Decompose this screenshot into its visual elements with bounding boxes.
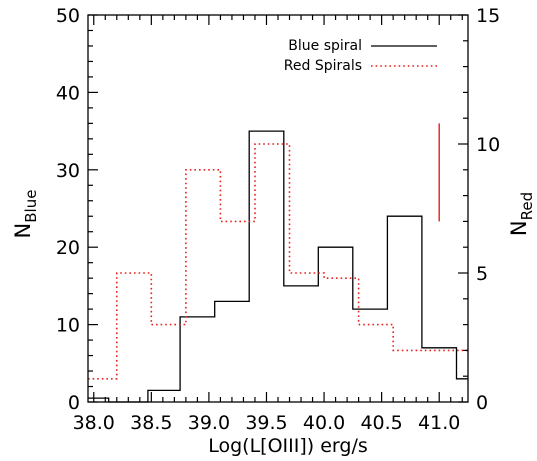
y-left-tick-label: 0 <box>68 392 80 414</box>
legend-label-red-spirals: Red Spirals <box>284 58 362 74</box>
y-left-tick-label: 10 <box>56 315 80 337</box>
x-axis-label: Log(L[OIII]) erg/s <box>208 435 368 457</box>
plot-frame <box>87 14 469 403</box>
right-y-label-sub: Red <box>518 192 536 221</box>
red-spirals-series <box>88 143 468 380</box>
x-tick-label: 38.5 <box>130 412 172 434</box>
x-tick-label: 39.0 <box>188 412 230 434</box>
axis-ticks <box>88 14 468 403</box>
blue-spiral-series <box>88 130 468 403</box>
y-right-tick-label: 0 <box>476 392 488 414</box>
x-tick-label: 39.5 <box>245 412 287 434</box>
y-right-tick-label: 15 <box>476 5 500 27</box>
right-y-axis-label: NRed <box>507 192 536 236</box>
x-tick-label: 40.0 <box>303 412 345 434</box>
x-tick-label: 41.0 <box>418 412 460 434</box>
y-left-tick-label: 40 <box>56 82 80 104</box>
y-left-tick-label: 30 <box>56 160 80 182</box>
axis-tick-labels: 38.0 38.5 39.0 39.5 40.0 40.5 41.0 0 10 20 30 40 50 0… <box>56 5 500 434</box>
left-y-label-sub: Blue <box>22 190 40 223</box>
y-left-tick-label: 20 <box>56 237 80 259</box>
svg-text:NRed: NRed <box>507 192 536 236</box>
plot-area <box>88 123 468 403</box>
left-y-label-base: N <box>11 223 35 239</box>
svg-text:NBlue: NBlue <box>11 190 40 239</box>
x-tick-label: 40.5 <box>360 412 402 434</box>
right-y-label-base: N <box>507 220 531 236</box>
legend: Blue spiral Red Spirals <box>284 38 437 74</box>
y-right-tick-label: 5 <box>476 263 488 285</box>
y-left-tick-label: 50 <box>56 5 80 27</box>
legend-label-blue-spiral: Blue spiral <box>288 38 362 54</box>
y-right-tick-label: 10 <box>476 134 500 156</box>
x-tick-label: 38.0 <box>73 412 115 434</box>
left-y-axis-label: NBlue <box>11 190 40 239</box>
